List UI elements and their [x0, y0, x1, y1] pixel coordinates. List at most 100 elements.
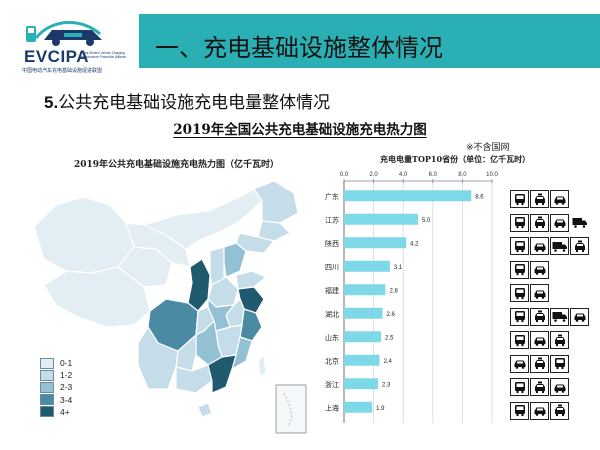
region-jilin — [257, 220, 291, 242]
bus-icon — [510, 237, 529, 255]
x-tick-label: 2.0 — [369, 172, 378, 178]
x-tick-label: 8.0 — [458, 172, 467, 178]
car-icon — [530, 237, 549, 255]
section-title: 公共充电基础设施充电电量整体情况 — [58, 93, 331, 113]
taxi-icon — [530, 307, 549, 326]
legend-item: 4+ — [40, 406, 72, 418]
legend-label: 3-4 — [60, 394, 73, 405]
bus-icon — [550, 354, 569, 373]
bus-icon — [510, 190, 529, 208]
legend-item: 0-1 — [40, 357, 72, 369]
bar — [344, 237, 407, 249]
bar — [344, 354, 380, 366]
taxi-icon — [530, 190, 549, 208]
region-inner-mongolia — [143, 188, 263, 250]
bus-icon — [510, 378, 529, 396]
vehicle-icon-row — [510, 331, 569, 349]
taxi-icon — [530, 213, 549, 232]
logo-chinese-name: 中国电动汽车充电基础设施促进联盟 — [22, 68, 103, 74]
legend-item: 2-3 — [40, 381, 72, 393]
vehicle-icon-row — [510, 237, 589, 255]
car-icon — [550, 378, 569, 396]
top10-bar-chart: 0.0 2.0 4.0 6.0 8.0 10.0 广东 8.6 江苏 5.0 陕西 4.2 四川 3.1 福… — [325, 172, 498, 423]
taxi-icon — [550, 401, 569, 420]
vehicle-icon-row — [510, 354, 569, 373]
region-hebei — [223, 242, 247, 278]
truck-icon — [570, 214, 589, 232]
taxi-icon — [550, 331, 569, 349]
region-xinjiang — [33, 196, 135, 274]
bar — [344, 331, 381, 343]
category-label: 广东 — [325, 192, 339, 201]
legend-swatch — [40, 369, 54, 381]
region-taiwan — [257, 354, 267, 378]
chart-main-title-text: 2019年全国公共充电基础设施充电热力图 — [173, 122, 427, 138]
category-label: 浙江 — [325, 380, 339, 389]
bus-icon — [510, 331, 529, 349]
bus-icon — [510, 260, 529, 279]
title-bar — [139, 14, 600, 68]
legend-label: 4+ — [60, 406, 70, 417]
map-legend: 0-1 1-2 2-3 3-4 4+ — [40, 357, 72, 418]
bar — [344, 307, 383, 319]
vehicle-icons-panel — [510, 190, 600, 430]
note-text: ※不含国网 — [466, 143, 510, 153]
car-icon — [510, 354, 529, 373]
car-icon — [530, 331, 549, 349]
car-icon — [530, 284, 549, 302]
legend-label: 2-3 — [60, 382, 73, 393]
legend-swatch — [40, 394, 54, 406]
category-label: 陕西 — [325, 239, 339, 248]
x-tick-label: 10.0 — [486, 172, 498, 178]
region-shaanxi — [187, 258, 211, 312]
region-guangdong — [207, 354, 237, 394]
bar-value-label: 2.6 — [386, 312, 395, 318]
category-label: 北京 — [325, 356, 339, 365]
section-heading: 5.公共充电基础设施充电电量整体情况 — [44, 88, 330, 113]
category-label: 湖北 — [325, 309, 339, 318]
legend-swatch — [40, 406, 54, 418]
x-tick-label: 6.0 — [429, 172, 438, 178]
bar — [344, 190, 472, 202]
car-icon — [530, 260, 549, 279]
region-hunan — [195, 320, 223, 366]
x-tick-label: 0.0 — [340, 172, 349, 178]
bus-icon — [510, 284, 529, 302]
car-icon — [550, 213, 569, 232]
bar — [344, 260, 390, 272]
legend-item: 1-2 — [40, 369, 72, 381]
bar — [344, 378, 379, 390]
china-heat-map — [33, 180, 307, 434]
taxi-icon — [570, 237, 589, 255]
bus-icon — [510, 213, 529, 232]
legend-label: 0-1 — [60, 358, 73, 369]
category-label: 山东 — [325, 333, 339, 342]
bar-value-label: 2.5 — [385, 335, 394, 341]
south-china-sea-inset — [275, 384, 307, 434]
legend-item: 3-4 — [40, 394, 72, 406]
vehicle-icon-row — [510, 378, 569, 396]
car-icon — [530, 401, 549, 420]
bar — [344, 213, 418, 225]
vehicle-icon-row — [510, 284, 549, 302]
chart-main-title: 2019年全国公共充电基础设施充电热力图 — [0, 118, 600, 138]
vehicle-icon-row — [510, 260, 549, 279]
category-label: 福建 — [325, 286, 339, 295]
region-yunnan — [137, 326, 179, 390]
car-icon — [550, 190, 569, 208]
category-label: 江苏 — [325, 215, 339, 224]
bus-icon — [510, 401, 529, 420]
bar-value-label: 8.6 — [475, 194, 484, 200]
logo-subtitle: China Electric Vehicle Charging Infrastr… — [80, 51, 127, 59]
car-icon — [570, 307, 589, 326]
region-hainan — [197, 402, 213, 418]
evcipa-logo-mark — [26, 21, 102, 46]
category-label: 四川 — [325, 263, 339, 271]
truck-icon — [550, 307, 569, 326]
bar-value-label: 5.0 — [422, 218, 431, 224]
legend-swatch — [40, 381, 54, 393]
region-shandong — [235, 270, 267, 290]
taxi-icon — [530, 354, 549, 373]
bus-icon — [510, 307, 529, 326]
taxi-icon — [530, 378, 549, 396]
